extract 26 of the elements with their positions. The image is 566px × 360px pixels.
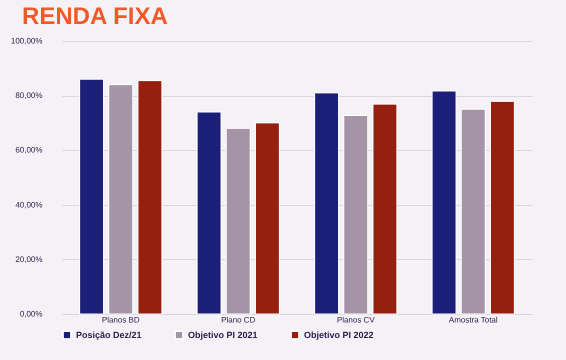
y-tick-label: 60,00%	[15, 146, 42, 155]
bar	[108, 84, 134, 314]
x-tick-label: Planos CV	[336, 316, 376, 324]
bar	[460, 108, 486, 314]
bar	[79, 78, 104, 314]
bar	[490, 100, 515, 314]
bar	[254, 122, 280, 314]
x-tick-label: Planos BD	[102, 316, 140, 324]
y-tick-label: 80,00%	[15, 91, 42, 100]
y-tick-label: 20,00%	[15, 254, 42, 264]
bar	[432, 90, 457, 314]
chart-title: RENDA FIXA	[22, 3, 168, 30]
bar	[226, 128, 251, 314]
bar	[314, 92, 340, 314]
y-tick-label: 40,00%	[15, 200, 42, 210]
bar	[196, 111, 222, 314]
bar	[372, 104, 398, 314]
y-tick-label: 100,00%	[10, 36, 42, 46]
bar	[137, 80, 162, 314]
x-tick-label: Plano CD	[221, 316, 256, 324]
y-tick-label: 0,00%	[20, 310, 42, 318]
legend-label: Objetivo PI 2022	[304, 330, 374, 340]
bar	[343, 115, 368, 314]
legend-label: Objetivo PI 2021	[188, 330, 258, 340]
x-tick-label: Amostra Total	[448, 316, 498, 324]
legend-label: Posição Dez/21	[76, 330, 142, 340]
